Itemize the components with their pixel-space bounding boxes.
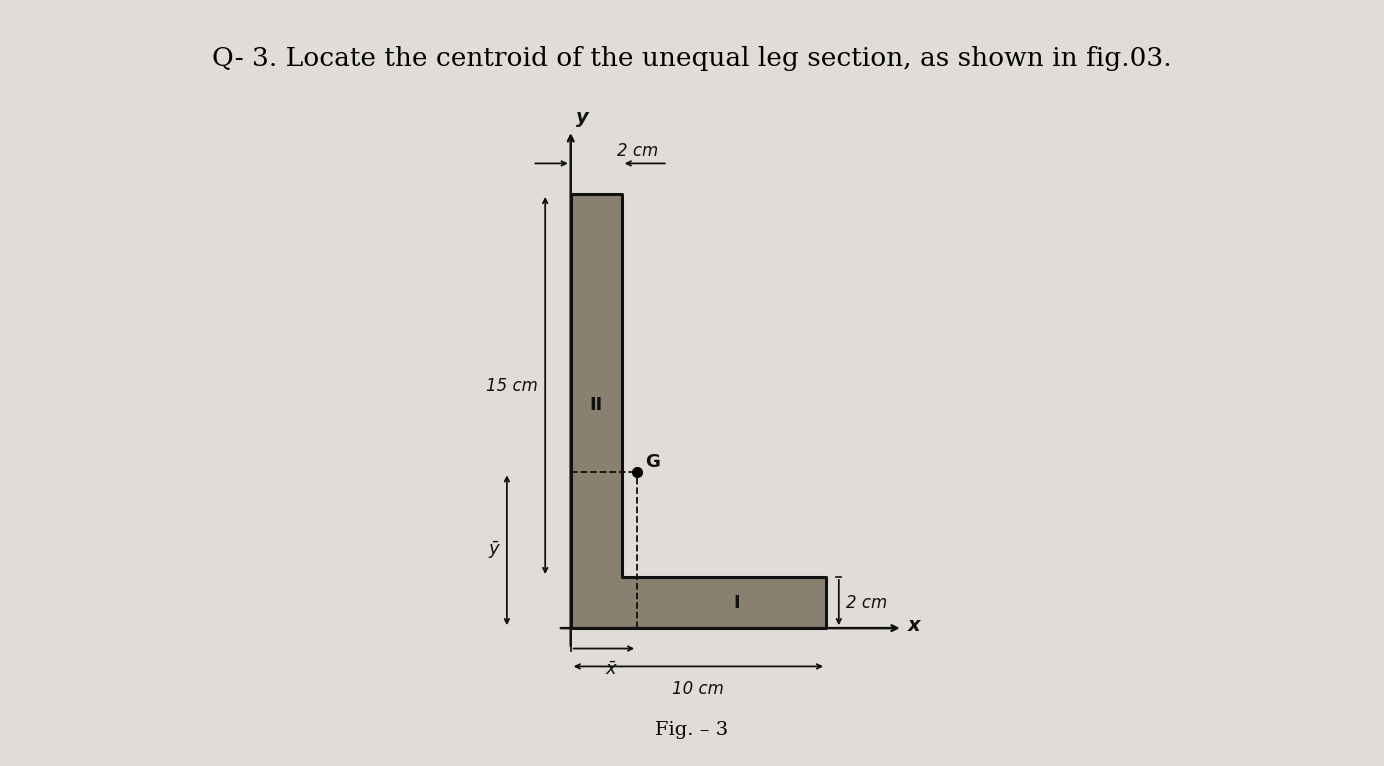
Polygon shape: [570, 194, 826, 628]
Text: Fig. – 3: Fig. – 3: [656, 722, 728, 739]
Text: II: II: [590, 396, 603, 414]
Text: Q- 3. Locate the centroid of the unequal leg section, as shown in fig.03.: Q- 3. Locate the centroid of the unequal…: [212, 46, 1172, 71]
Text: $\bar{y}$: $\bar{y}$: [489, 539, 502, 561]
Text: x: x: [908, 616, 920, 635]
Text: I: I: [734, 594, 740, 611]
Text: 10 cm: 10 cm: [673, 680, 724, 699]
Text: $\bar{x}$: $\bar{x}$: [605, 661, 619, 679]
Text: 15 cm: 15 cm: [486, 377, 537, 394]
Text: 2 cm: 2 cm: [847, 594, 887, 611]
Text: G: G: [645, 453, 660, 471]
Text: 2 cm: 2 cm: [617, 142, 657, 159]
Text: y: y: [576, 108, 588, 127]
